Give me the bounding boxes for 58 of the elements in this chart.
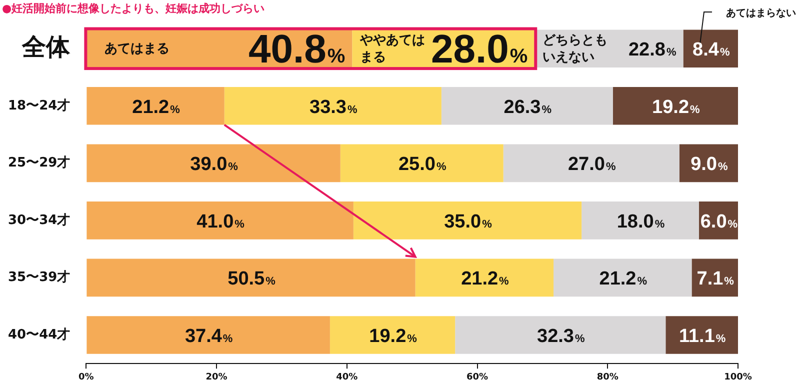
data-label: 21.2% <box>461 268 510 290</box>
bar <box>441 87 613 125</box>
data-label: 26.3% <box>504 96 552 118</box>
data-label: 8.4% <box>692 40 730 61</box>
data-label: 50.5% <box>228 268 276 290</box>
data-label: 21.2% <box>599 268 648 290</box>
data-label: 11.1% <box>678 326 726 347</box>
data-label: 22.8% <box>628 40 676 61</box>
y-tick-label: 30〜34才 <box>8 212 70 228</box>
data-label: 40.8% <box>248 28 346 72</box>
bar <box>224 87 442 125</box>
series-label: ややあてはまる <box>360 32 426 66</box>
data-label: 28.0% <box>431 28 528 72</box>
y-tick-label: 35〜39才 <box>8 270 70 286</box>
y-tick-label: 18〜24才 <box>8 98 70 114</box>
x-tick-label: 40% <box>336 372 358 382</box>
x-tick-label: 80% <box>596 372 618 382</box>
data-label: 25.0% <box>398 154 446 176</box>
data-label: 9.0% <box>690 154 728 176</box>
data-label: 33.3% <box>310 96 358 118</box>
y-tick-label: 40〜44才 <box>8 327 70 342</box>
bar <box>353 202 582 240</box>
data-label: 27.0% <box>568 154 616 176</box>
bar <box>86 144 340 182</box>
data-label: 35.0% <box>444 211 492 232</box>
bar <box>455 316 666 354</box>
data-label: 18.0% <box>616 211 665 232</box>
chart-title: ●妊活開始前に想像したよりも、妊娠は成功しづらい <box>2 1 265 16</box>
bar <box>86 316 330 354</box>
data-label: 32.3% <box>537 326 585 347</box>
bar <box>86 202 354 240</box>
x-tick-label: 0% <box>78 372 94 382</box>
x-tick-label: 100% <box>724 372 752 382</box>
y-tick-label: 25〜29才 <box>8 156 70 171</box>
data-label: 37.4% <box>184 326 233 347</box>
data-label: 19.2% <box>652 96 700 118</box>
bar <box>86 258 416 297</box>
bar <box>582 202 699 240</box>
data-label: 41.0% <box>196 211 245 232</box>
bar <box>554 258 692 297</box>
data-label: 6.0% <box>700 211 738 232</box>
data-label: 39.0% <box>190 154 238 176</box>
bar <box>612 87 738 125</box>
y-tick-label: 全体 <box>21 32 72 61</box>
bar <box>86 87 224 125</box>
data-label: 7.1% <box>696 268 734 290</box>
series-label: あてはまらない <box>726 8 796 20</box>
bar <box>503 144 680 182</box>
x-tick-label: 20% <box>206 372 228 382</box>
bar <box>666 316 738 354</box>
data-label: 19.2% <box>369 326 418 347</box>
data-label: 21.2% <box>132 96 180 118</box>
bar <box>340 144 504 182</box>
series-label: どちらともいえない <box>542 32 609 66</box>
x-tick-label: 60% <box>466 372 488 382</box>
bar <box>415 258 554 297</box>
series-label: あてはまる <box>104 40 171 58</box>
bar <box>330 316 456 354</box>
